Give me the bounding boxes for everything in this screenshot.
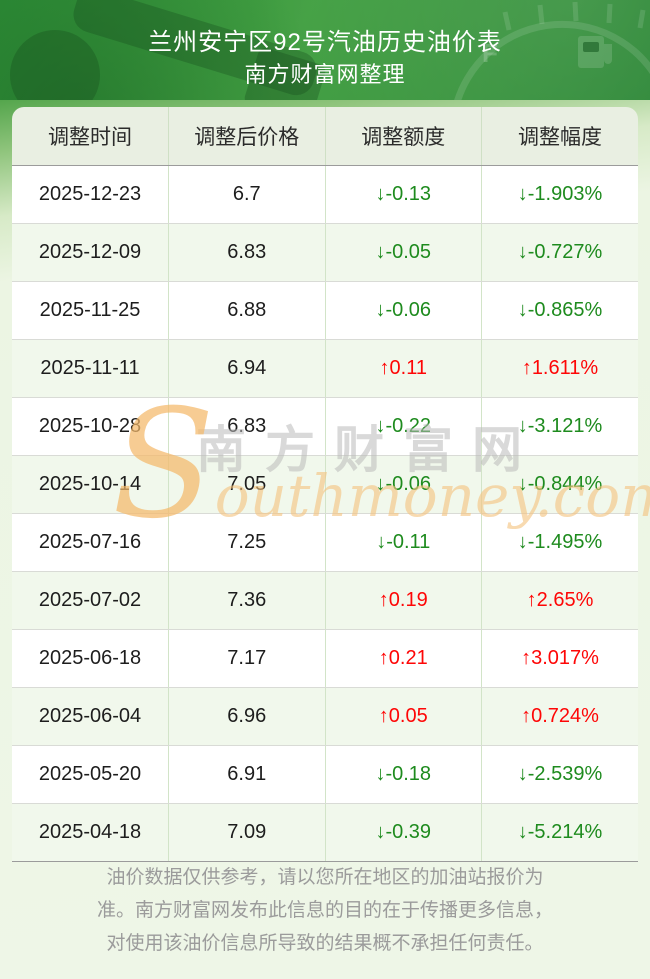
table-row: 2025-04-18 7.09 ↓-0.39 ↓-5.214%: [12, 803, 638, 862]
cell-adjusted-price: 7.25: [168, 513, 326, 572]
page-subtitle: 南方财富网整理: [244, 62, 406, 87]
cell-adjust-date: 2025-11-11: [12, 339, 169, 398]
table-row: 2025-07-02 7.36 ↑0.19 ↑2.65%: [12, 571, 638, 630]
col-header-adjusted-price: 调整后价格: [168, 107, 326, 166]
col-header-adjust-amount: 调整额度: [325, 107, 482, 166]
cell-adjust-amount: ↓-0.22: [325, 397, 482, 456]
footer-line: 油价数据仅供参考，请以您所在地区的加油站报价为: [106, 867, 544, 888]
page-title: 兰州安宁区92号汽油历史油价表: [148, 29, 502, 56]
cell-adjust-range: ↓-0.865%: [481, 281, 638, 340]
cell-adjust-range: ↓-5.214%: [481, 803, 638, 862]
cell-adjust-date: 2025-10-14: [12, 455, 169, 514]
table-row: 2025-06-04 6.96 ↑0.05 ↑0.724%: [12, 687, 638, 746]
cell-adjusted-price: 7.17: [168, 629, 326, 688]
table-row: 2025-12-23 6.7 ↓-0.13 ↓-1.903%: [12, 165, 638, 224]
cell-adjust-range: ↓-3.121%: [481, 397, 638, 456]
cell-adjust-amount: ↓-0.06: [325, 455, 482, 514]
cell-adjusted-price: 6.91: [168, 745, 326, 804]
cell-adjust-range: ↑1.611%: [481, 339, 638, 398]
cell-adjusted-price: 6.94: [168, 339, 326, 398]
cell-adjusted-price: 7.05: [168, 455, 326, 514]
cell-adjust-date: 2025-10-28: [12, 397, 169, 456]
table-row: 2025-11-11 6.94 ↑0.11 ↑1.611%: [12, 339, 638, 398]
cell-adjust-amount: ↑0.21: [325, 629, 482, 688]
fuel-pump-gauge-art: F: [10, 0, 650, 100]
cell-adjust-amount: ↑0.05: [325, 687, 482, 746]
cell-adjust-date: 2025-04-18: [12, 803, 169, 862]
cell-adjusted-price: 6.83: [168, 397, 326, 456]
cell-adjust-range: ↑3.017%: [481, 629, 638, 688]
table-header-row: 调整时间 调整后价格 调整额度 调整幅度: [12, 107, 638, 166]
footer-line: 准。南方财富网发布此信息的目的在于传播更多信息，: [96, 900, 553, 921]
cell-adjusted-price: 7.36: [168, 571, 326, 630]
cell-adjust-range: ↓-1.495%: [481, 513, 638, 572]
cell-adjust-range: ↓-1.903%: [481, 165, 638, 224]
cell-adjusted-price: 6.96: [168, 687, 326, 746]
cell-adjust-amount: ↓-0.39: [325, 803, 482, 862]
col-header-adjust-range: 调整幅度: [481, 107, 638, 166]
table-row: 2025-07-16 7.25 ↓-0.11 ↓-1.495%: [12, 513, 638, 572]
table-row: 2025-10-14 7.05 ↓-0.06 ↓-0.844%: [12, 455, 638, 514]
cell-adjust-range: ↓-0.844%: [481, 455, 638, 514]
footer-disclaimer: 油价数据仅供参考，请以您所在地区的加油站报价为 准。南方财富网发布此信息的目的在…: [0, 861, 650, 960]
table-row: 2025-10-28 6.83 ↓-0.22 ↓-3.121%: [12, 397, 638, 456]
table-row: 2025-12-09 6.83 ↓-0.05 ↓-0.727%: [12, 223, 638, 282]
cell-adjust-amount: ↓-0.05: [325, 223, 482, 282]
cell-adjust-range: ↑2.65%: [481, 571, 638, 630]
cell-adjust-range: ↑0.724%: [481, 687, 638, 746]
header-banner: F 兰州安宁区92号汽油历史油价表 南方财富网整理: [0, 0, 650, 100]
cell-adjusted-price: 7.09: [168, 803, 326, 862]
col-header-adjust-date: 调整时间: [12, 107, 169, 166]
cell-adjust-date: 2025-12-23: [12, 165, 169, 224]
cell-adjust-amount: ↑0.19: [325, 571, 482, 630]
cell-adjust-amount: ↑0.11: [325, 339, 482, 398]
cell-adjust-range: ↓-0.727%: [481, 223, 638, 282]
cell-adjust-date: 2025-06-04: [12, 687, 169, 746]
cell-adjust-date: 2025-07-02: [12, 571, 169, 630]
cell-adjusted-price: 6.83: [168, 223, 326, 282]
cell-adjust-date: 2025-06-18: [12, 629, 169, 688]
price-table-body: 2025-12-23 6.7 ↓-0.13 ↓-1.903% 2025-12-0…: [12, 165, 638, 862]
price-table: 调整时间 调整后价格 调整额度 调整幅度 2025-12-23 6.7 ↓-0.…: [12, 107, 638, 862]
cell-adjust-date: 2025-12-09: [12, 223, 169, 282]
cell-adjust-range: ↓-2.539%: [481, 745, 638, 804]
table-row: 2025-05-20 6.91 ↓-0.18 ↓-2.539%: [12, 745, 638, 804]
cell-adjust-date: 2025-11-25: [12, 281, 169, 340]
cell-adjusted-price: 6.7: [168, 165, 326, 224]
cell-adjust-amount: ↓-0.11: [325, 513, 482, 572]
cell-adjust-date: 2025-07-16: [12, 513, 169, 572]
cell-adjusted-price: 6.88: [168, 281, 326, 340]
table-row: 2025-06-18 7.17 ↑0.21 ↑3.017%: [12, 629, 638, 688]
svg-text:F: F: [482, 38, 498, 68]
cell-adjust-date: 2025-05-20: [12, 745, 169, 804]
footer-line: 对使用该油价信息所导致的结果概不承担任何责任。: [106, 933, 544, 954]
table-row: 2025-11-25 6.88 ↓-0.06 ↓-0.865%: [12, 281, 638, 340]
cell-adjust-amount: ↓-0.06: [325, 281, 482, 340]
cell-adjust-amount: ↓-0.13: [325, 165, 482, 224]
cell-adjust-amount: ↓-0.18: [325, 745, 482, 804]
